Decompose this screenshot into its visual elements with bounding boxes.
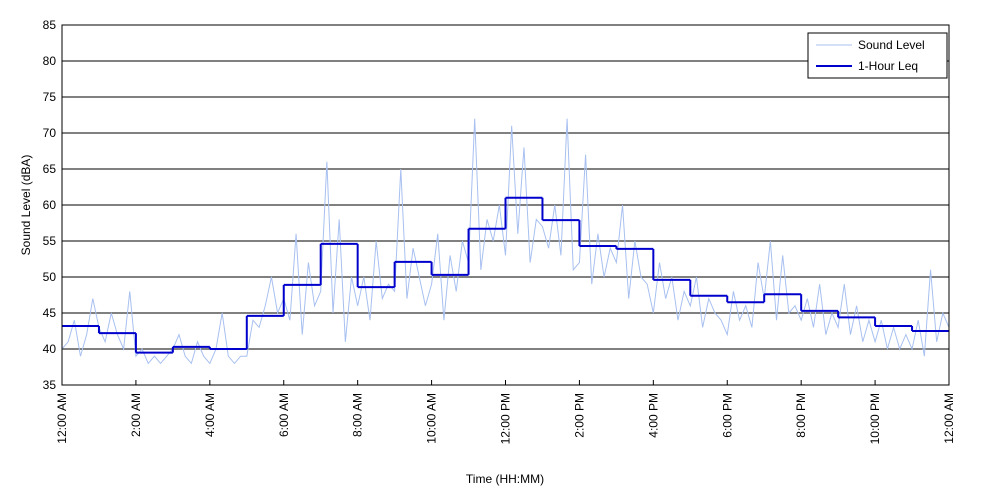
x-tick-label: 6:00 AM [277, 393, 291, 437]
y-axis-label: Sound Level (dBA) [19, 155, 33, 256]
x-tick-label: 2:00 PM [572, 393, 586, 438]
x-tick-label: 10:00 PM [868, 393, 882, 444]
x-tick-label: 2:00 AM [129, 393, 143, 437]
legend-label: Sound Level [858, 38, 925, 52]
y-tick-label: 70 [43, 126, 57, 140]
y-tick-label: 50 [43, 270, 57, 284]
x-tick-label: 8:00 AM [351, 393, 365, 437]
x-tick-label: 8:00 PM [794, 393, 808, 438]
y-tick-label: 40 [43, 342, 57, 356]
legend: Sound Level 1-Hour Leq [807, 32, 948, 79]
y-tick-label: 35 [43, 378, 57, 392]
y-tick-label: 55 [43, 234, 57, 248]
legend-box [807, 32, 948, 79]
x-tick-label: 4:00 PM [646, 393, 660, 438]
y-tick-label: 85 [43, 18, 57, 32]
x-tick-label: 12:00 AM [942, 393, 956, 444]
plot-frame [61, 24, 950, 386]
y-tick-label: 75 [43, 90, 57, 104]
x-tick-label: 4:00 AM [203, 393, 217, 437]
y-tick-label: 65 [43, 162, 57, 176]
x-axis-label: Time (HH:MM) [466, 472, 544, 486]
y-tick-label: 60 [43, 198, 57, 212]
x-tick-label: 6:00 PM [720, 393, 734, 438]
sound-level-line [61, 118, 950, 365]
x-tick-label: 12:00 PM [499, 393, 513, 444]
legend-label: 1-Hour Leq [858, 59, 918, 73]
x-tick-label: 12:00 AM [55, 393, 69, 444]
y-tick-label: 80 [43, 54, 57, 68]
x-tick-label: 10:00 AM [425, 393, 439, 444]
y-tick-label: 45 [43, 306, 57, 320]
